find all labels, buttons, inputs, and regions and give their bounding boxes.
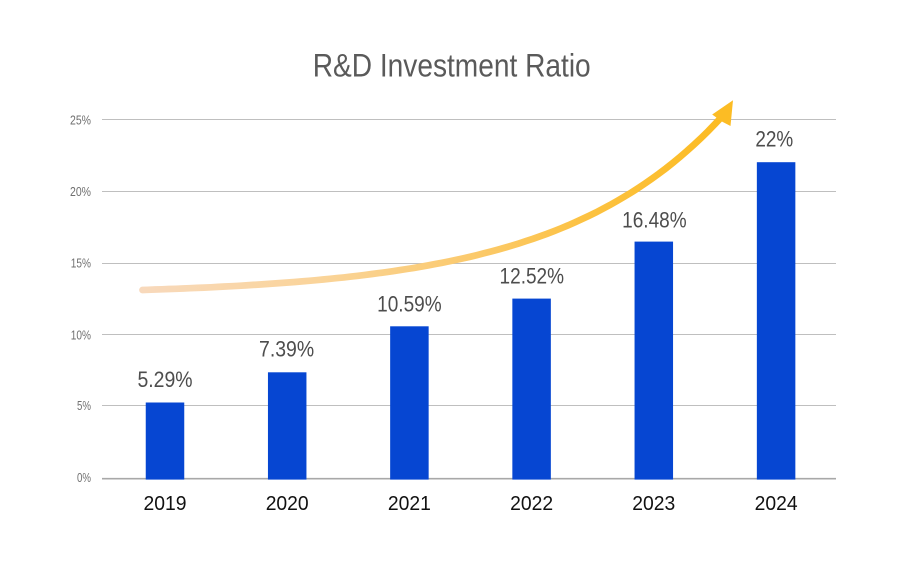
svg-text:12.52%: 12.52% <box>500 263 565 288</box>
svg-text:5.29%: 5.29% <box>137 367 192 392</box>
svg-text:10.59%: 10.59% <box>377 291 442 316</box>
svg-text:25%: 25% <box>70 112 91 127</box>
svg-text:2022: 2022 <box>510 492 553 515</box>
svg-text:2020: 2020 <box>266 492 309 515</box>
svg-text:2019: 2019 <box>144 492 187 515</box>
svg-text:22%: 22% <box>755 127 793 152</box>
svg-text:R&D Investment Ratio: R&D Investment Ratio <box>313 48 591 84</box>
svg-text:0%: 0% <box>77 470 91 485</box>
svg-text:15%: 15% <box>71 256 92 271</box>
svg-text:10%: 10% <box>71 327 92 342</box>
svg-text:5%: 5% <box>77 398 91 413</box>
svg-text:20%: 20% <box>70 184 91 199</box>
svg-text:7.39%: 7.39% <box>259 337 314 362</box>
svg-text:2021: 2021 <box>388 492 431 515</box>
svg-text:2024: 2024 <box>755 492 798 515</box>
svg-text:2023: 2023 <box>632 492 675 515</box>
svg-text:16.48%: 16.48% <box>622 207 687 232</box>
